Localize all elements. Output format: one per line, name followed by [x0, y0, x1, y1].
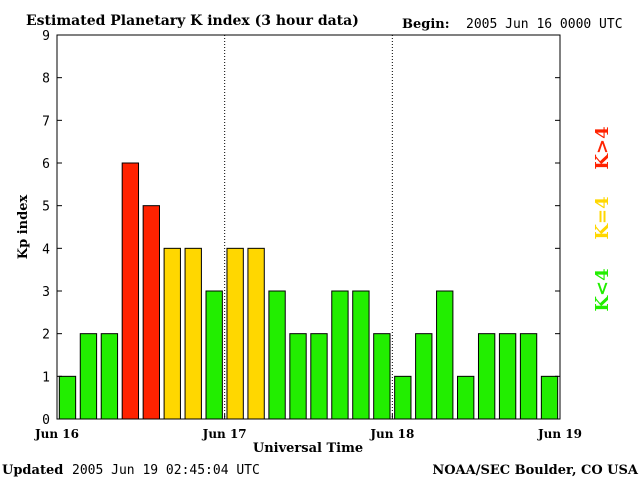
kp-bar — [352, 290, 370, 420]
y-tick-label: 7 — [42, 114, 50, 129]
begin-label: Begin: — [402, 17, 450, 32]
kp-bar — [310, 333, 328, 420]
y-tick-label: 3 — [42, 285, 50, 300]
kp-bar — [121, 162, 140, 420]
kp-bar — [100, 333, 119, 420]
day-separators — [224, 35, 393, 419]
legend-k-lt-4: K<4 — [592, 268, 613, 311]
kp-bar — [79, 333, 98, 420]
x-tick-label: Jun 18 — [369, 427, 414, 441]
kp-bar — [226, 247, 244, 420]
credit-text: NOAA/SEC Boulder, CO USA — [432, 463, 639, 478]
chart-title: Estimated Planetary K index (3 hour data… — [26, 13, 359, 29]
y-tick-label: 8 — [42, 72, 50, 87]
y-tick-label: 0 — [42, 413, 50, 428]
y-axis: 0 1 2 3 4 5 6 7 8 9 — [42, 29, 560, 428]
kp-bar — [436, 290, 454, 420]
kp-bar — [331, 290, 349, 420]
x-axis-label: Universal Time — [253, 441, 363, 456]
kp-bar — [498, 333, 517, 420]
kp-bar — [289, 333, 307, 420]
kp-bar — [457, 375, 475, 420]
kp-bar — [184, 247, 202, 420]
kp-bar — [540, 375, 559, 420]
legend-k-gt-4: K>4 — [592, 126, 613, 169]
y-tick-label: 5 — [42, 200, 50, 215]
kp-bar — [58, 375, 77, 420]
y-tick-label: 6 — [42, 157, 50, 172]
x-tick-label: Jun 16 — [34, 427, 79, 441]
y-tick-label: 9 — [42, 29, 50, 44]
kp-bar — [519, 333, 538, 420]
kp-bar — [373, 333, 391, 420]
kp-bar — [205, 290, 223, 420]
kp-bar — [477, 333, 496, 420]
updated-timestamp: 2005 Jun 19 02:45:04 UTC — [72, 463, 260, 478]
bars-group — [58, 162, 559, 420]
x-tick-label: Jun 19 — [537, 427, 582, 441]
x-axis: Jun 16 Jun 17 Jun 18 Jun 19 — [34, 414, 582, 441]
kp-bar — [163, 247, 181, 420]
y-axis-label: Kp index — [16, 195, 31, 260]
begin-date: 2005 Jun 16 0000 UTC — [466, 17, 623, 32]
kp-bar — [247, 247, 265, 420]
kp-bar — [394, 375, 412, 420]
plot-frame — [56, 34, 561, 420]
x-tick-label: Jun 17 — [202, 427, 247, 441]
y-tick-label: 2 — [42, 328, 50, 343]
updated-label: Updated — [2, 463, 63, 478]
legend-k-eq-4: K=4 — [592, 196, 613, 239]
y-tick-label: 4 — [42, 242, 50, 257]
kp-bar — [268, 290, 286, 420]
kp-bar — [415, 333, 433, 420]
kp-bar — [142, 205, 160, 420]
y-tick-label: 1 — [42, 370, 50, 385]
